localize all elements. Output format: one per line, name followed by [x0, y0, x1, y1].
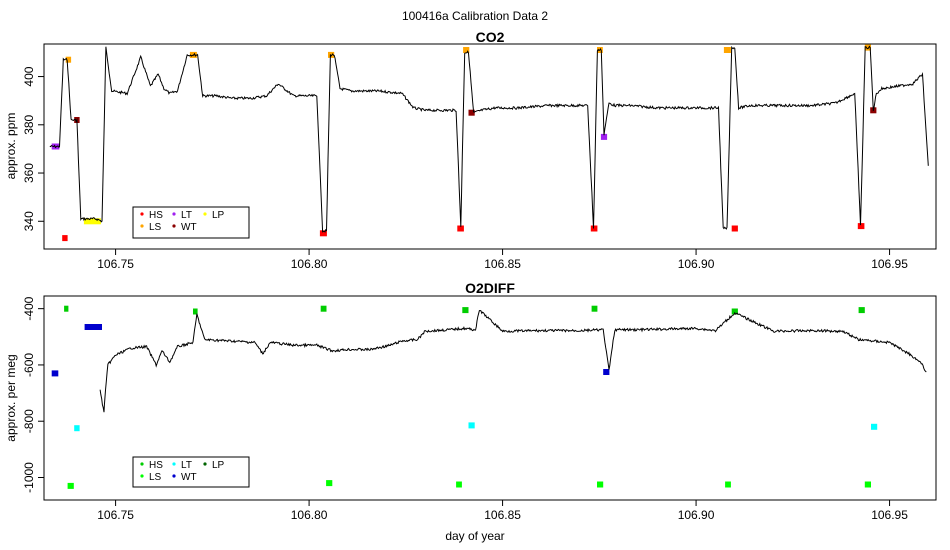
calibration-mark-wt [603, 369, 610, 375]
x-tick-label: 106.90 [678, 508, 715, 522]
x-tick-label: 106.75 [97, 508, 134, 522]
calibration-mark-lt [74, 425, 80, 432]
co2-plot-frame [43, 43, 937, 250]
legend-marker-hs [140, 462, 144, 466]
calibration-mark-hs [193, 308, 198, 315]
calibration-mark-hs [731, 225, 738, 232]
y-tick-label: -800 [22, 409, 36, 433]
x-tick-label: 106.85 [484, 508, 521, 522]
o2diff-y-axis-label: approx. per meg [4, 354, 18, 441]
co2-panel: CO2 approx. ppm 340 360 380 400 106.75 106.8… [4, 29, 937, 271]
legend-label-hs: HS [149, 210, 163, 221]
y-tick-label: 400 [22, 66, 36, 86]
calibration-mark-hs [858, 307, 865, 314]
o2diff-panel: O2DIFF approx. per meg -1000 -800 -600 -400… [4, 280, 937, 522]
y-tick-label: 360 [22, 163, 36, 183]
y-tick-label: 380 [22, 114, 36, 134]
calibration-mark-wt [84, 324, 102, 330]
calibration-mark-hs [590, 225, 598, 232]
o2diff-trace [99, 309, 927, 413]
o2diff-y-ticks: -1000 -800 -600 -400 [22, 296, 44, 493]
co2-y-ticks: 340 360 380 400 [22, 66, 44, 231]
legend-label-hs: HS [149, 460, 163, 471]
x-tick-label: 106.80 [291, 508, 328, 522]
calibration-mark-hs [62, 235, 68, 242]
calibration-mark-hs [462, 307, 469, 314]
calibration-mark-ls [456, 481, 462, 488]
calibration-mark-ls [864, 481, 871, 488]
calibration-mark-hs [731, 308, 738, 315]
figure-title: 100416a Calibration Data 2 [402, 9, 548, 23]
legend-marker-lt [172, 462, 176, 466]
legend-label-lt: LT [181, 460, 192, 471]
legend-label-lp: LP [212, 460, 225, 471]
legend-label-lt: LT [181, 210, 192, 221]
o2diff-calibration-marks [51, 305, 878, 489]
calibration-mark-hs [591, 305, 598, 312]
x-axis-label: day of year [445, 529, 504, 543]
legend-marker-ls [140, 474, 144, 478]
co2-x-ticks: 106.75 106.80 106.85 106.90 106.95 [97, 249, 908, 271]
calibration-mark-lt [600, 133, 608, 140]
legend-marker-lt [172, 212, 176, 216]
legend-label-ls: LS [149, 472, 162, 483]
legend-label-wt: WT [181, 472, 197, 483]
calibration-mark-lt [468, 422, 475, 429]
calibration-mark-ls [597, 481, 604, 488]
co2-trace [49, 45, 929, 233]
o2diff-legend-box [132, 456, 250, 488]
calibration-mark-hs [857, 223, 865, 230]
calibration-mark-ls [326, 480, 333, 487]
calibration-mark-wt [51, 370, 59, 377]
x-tick-label: 106.80 [291, 257, 328, 271]
calibration-mark-ls [463, 47, 470, 53]
calibration-mark-lp [83, 218, 101, 225]
legend-marker-hs [140, 212, 144, 216]
y-tick-label: -1000 [22, 462, 36, 493]
calibration-mark-hs [319, 230, 327, 237]
legend-marker-lp [203, 212, 207, 216]
y-tick-label: 340 [22, 211, 36, 231]
o2diff-plot-frame [43, 295, 937, 501]
calibration-mark-ls [723, 47, 731, 53]
calibration-mark-ls [864, 44, 871, 51]
calibration-mark-hs [457, 225, 464, 232]
legend-marker-ls [140, 224, 144, 228]
legend-marker-wt [172, 474, 176, 478]
y-tick-label: -600 [22, 353, 36, 377]
calibration-mark-wt [468, 109, 475, 116]
calibration-mark-ls [725, 481, 731, 488]
x-tick-label: 106.90 [678, 257, 715, 271]
y-tick-label: -400 [22, 296, 36, 320]
legend-label-ls: LS [149, 222, 162, 233]
o2diff-panel-title: O2DIFF [465, 280, 515, 296]
calibration-mark-hs [64, 305, 69, 312]
calibration-mark-ls [65, 56, 72, 63]
o2diff-x-ticks: 106.75 106.80 106.85 106.90 106.95 [97, 500, 908, 522]
x-tick-label: 106.75 [97, 257, 134, 271]
co2-legend-box [132, 206, 250, 239]
co2-y-axis-label: approx. ppm [4, 113, 18, 180]
calibration-mark-hs [320, 305, 327, 312]
legend-label-lp: LP [212, 210, 225, 221]
legend-marker-lp [203, 462, 207, 466]
calibration-mark-lt [871, 423, 878, 430]
x-tick-label: 106.85 [484, 257, 521, 271]
x-tick-label: 106.95 [871, 508, 908, 522]
co2-panel-title: CO2 [476, 29, 505, 45]
calibration-mark-ls [67, 482, 74, 489]
x-tick-label: 106.95 [871, 257, 908, 271]
legend-label-wt: WT [181, 222, 197, 233]
legend-marker-wt [172, 224, 176, 228]
